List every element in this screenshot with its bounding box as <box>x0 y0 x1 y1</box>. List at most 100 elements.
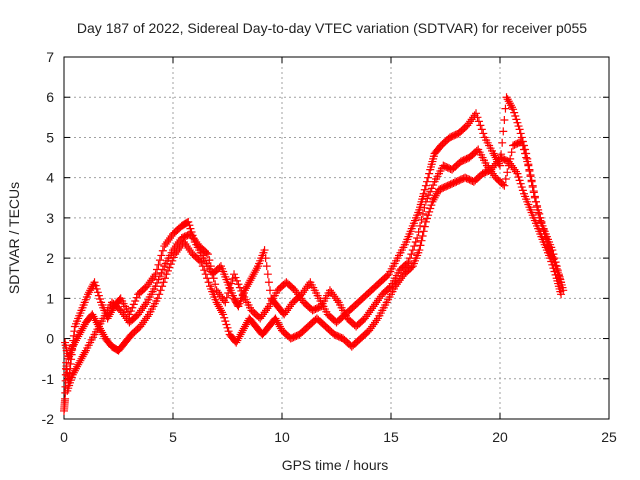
data-point <box>99 330 108 339</box>
data-point <box>426 187 435 196</box>
data-point <box>142 282 151 291</box>
data-point <box>366 306 375 315</box>
data-point <box>372 316 381 325</box>
data-point <box>145 278 154 287</box>
data-point <box>219 310 228 319</box>
data-point <box>136 322 145 331</box>
data-point <box>151 270 160 279</box>
data-point <box>250 268 259 277</box>
data-point <box>190 236 199 245</box>
data-point <box>473 113 482 122</box>
data-point <box>216 292 225 301</box>
data-point <box>209 274 218 283</box>
data-point <box>262 262 271 271</box>
data-point <box>224 327 233 336</box>
data-point <box>227 279 236 288</box>
y-tick-label: -1 <box>42 371 55 387</box>
data-point <box>166 234 175 242</box>
data-point <box>414 227 423 236</box>
data-point <box>121 312 130 321</box>
data-point <box>369 302 378 311</box>
data-point <box>427 184 436 193</box>
x-tick-label: 20 <box>492 429 508 445</box>
data-point <box>160 242 169 251</box>
data-point <box>507 148 516 157</box>
data-point <box>519 145 528 154</box>
data-point <box>69 368 78 377</box>
data-point <box>292 288 301 297</box>
data-point <box>525 166 534 175</box>
data-point <box>163 238 172 247</box>
data-point <box>97 326 106 335</box>
data-point <box>513 118 522 127</box>
data-point <box>327 288 336 297</box>
data-point <box>122 314 131 323</box>
data-point <box>467 115 476 124</box>
data-point <box>502 93 511 102</box>
data-point <box>394 278 403 287</box>
data-point <box>212 298 221 307</box>
data-point <box>385 283 394 292</box>
data-point <box>259 310 268 319</box>
data-point <box>73 334 82 343</box>
data-point <box>517 183 526 192</box>
plot-frame <box>63 56 610 420</box>
data-point <box>514 172 523 181</box>
data-point <box>218 294 227 303</box>
data-point <box>472 109 481 118</box>
data-point <box>515 125 524 134</box>
data-point <box>202 248 211 257</box>
data-point <box>484 163 493 172</box>
data-point <box>223 323 232 332</box>
data-point <box>260 246 269 255</box>
data-point <box>154 275 163 284</box>
data-point <box>157 251 166 260</box>
data-point <box>485 165 494 174</box>
data-point <box>181 240 190 249</box>
data-point <box>369 320 378 329</box>
data-point <box>141 300 150 309</box>
x-tick-label: 15 <box>383 429 399 445</box>
data-point <box>477 125 486 134</box>
data-point <box>195 256 204 265</box>
data-point <box>211 280 220 289</box>
data-point <box>246 276 255 285</box>
data-point <box>174 238 183 247</box>
data-point <box>192 238 201 247</box>
data-point <box>234 280 243 289</box>
data-point <box>539 225 548 234</box>
data-points <box>60 93 568 415</box>
data-point <box>482 161 491 170</box>
data-point <box>416 241 425 250</box>
data-point <box>410 242 419 251</box>
data-point <box>148 274 157 283</box>
data-point <box>504 97 513 106</box>
data-point <box>76 328 85 337</box>
data-point <box>275 322 284 331</box>
data-point <box>204 278 213 287</box>
data-point <box>511 167 520 176</box>
y-tick-label: 2 <box>46 250 54 266</box>
data-point <box>418 231 427 240</box>
data-point <box>224 288 233 297</box>
data-point <box>131 297 140 306</box>
y-tick-label: 3 <box>46 210 54 226</box>
data-point <box>413 234 422 242</box>
data-point <box>94 291 103 300</box>
data-point <box>284 304 293 313</box>
data-point <box>427 201 436 210</box>
data-point <box>153 278 162 287</box>
data-point <box>173 240 182 249</box>
data-point <box>273 318 282 327</box>
data-point <box>232 338 241 347</box>
data-point <box>283 306 292 315</box>
data-point <box>476 121 485 130</box>
y-tick-label: 1 <box>46 290 54 306</box>
data-point <box>244 280 253 289</box>
data-point <box>518 186 527 195</box>
data-point <box>264 278 273 287</box>
data-point <box>172 248 181 257</box>
data-point <box>500 181 509 190</box>
data-point <box>531 197 540 206</box>
